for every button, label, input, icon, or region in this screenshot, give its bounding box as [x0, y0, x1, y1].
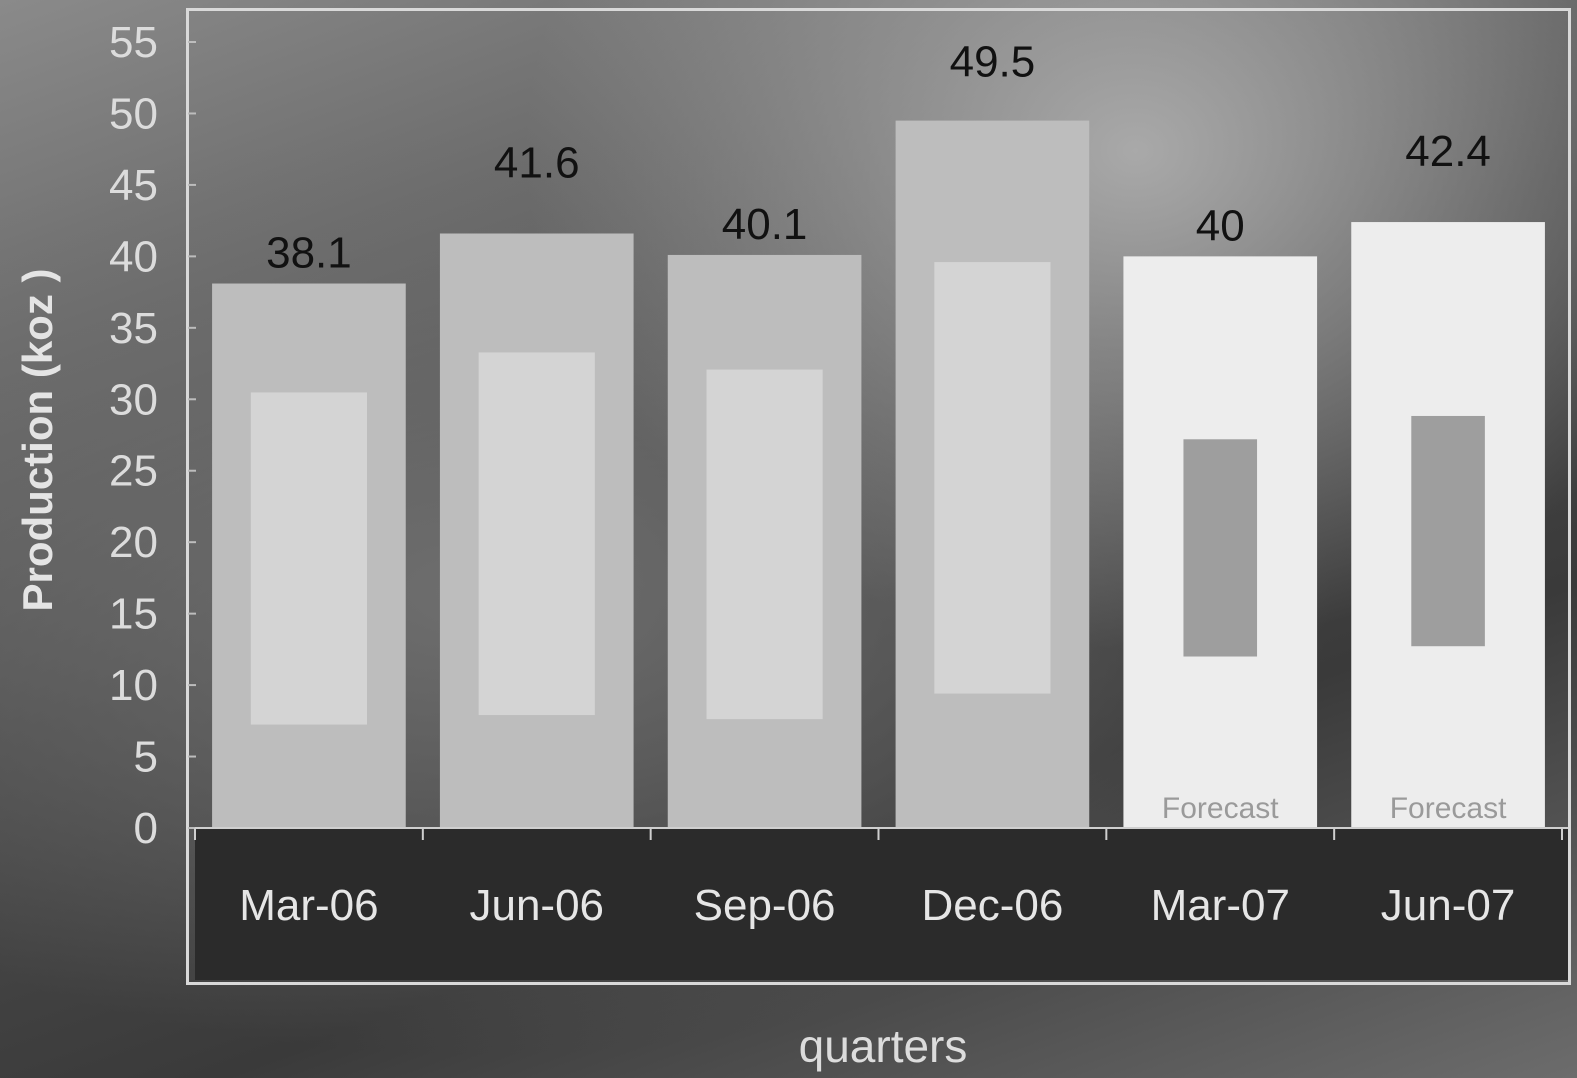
- y-axis-title: Production (koz ): [14, 269, 61, 612]
- bar-inner-panel: [706, 369, 823, 720]
- plot-frame: [186, 8, 1571, 985]
- y-tick-label: 30: [109, 375, 158, 424]
- x-tick-label: Sep-06: [694, 881, 836, 930]
- bar-inner-panel: [250, 392, 368, 725]
- y-axis-ticks: 0 5 10 15 20 25 30 35 40 45 50 55: [109, 18, 196, 853]
- bar-inner-panel: [1183, 439, 1258, 657]
- y-tick-label: 25: [109, 447, 158, 496]
- y-tick-label: 50: [109, 89, 158, 138]
- y-tick-label: 45: [109, 161, 158, 210]
- y-tick-label: 10: [109, 661, 158, 710]
- y-tick-label: 5: [134, 733, 158, 782]
- y-tick-label: 20: [109, 518, 158, 567]
- x-axis-title: quarters: [799, 1020, 968, 1072]
- forecast-label: Forecast: [1390, 792, 1507, 825]
- data-label: 41.6: [494, 138, 580, 187]
- data-label: 40.1: [722, 200, 808, 249]
- x-tick-label: Mar-06: [239, 881, 378, 930]
- x-axis-ticks: Mar-06 Jun-06 Sep-06 Dec-06 Mar-07 Jun-07: [194, 828, 1563, 930]
- x-axis-band: [195, 828, 1568, 980]
- y-tick-label: 35: [109, 304, 158, 353]
- data-label: 49.5: [950, 38, 1036, 87]
- data-label: 38.1: [266, 229, 352, 278]
- y-tick-label: 0: [134, 804, 158, 853]
- bars-group: 38.1 41.6 40.1 49.5 40 Forecast 42.4 Forecast: [212, 38, 1545, 829]
- bar-inner-panel: [934, 262, 1051, 694]
- bar-inner-panel: [1411, 415, 1485, 647]
- x-tick-label: Dec-06: [921, 881, 1063, 930]
- bar-inner-panel: [478, 352, 595, 716]
- x-tick-label: Jun-07: [1381, 881, 1516, 930]
- x-tick-label: Jun-06: [469, 881, 604, 930]
- x-tick-label: Mar-07: [1151, 881, 1290, 930]
- y-tick-label: 55: [109, 18, 158, 67]
- forecast-label: Forecast: [1162, 792, 1279, 825]
- data-label: 40: [1196, 201, 1245, 250]
- y-tick-label: 15: [109, 590, 158, 639]
- y-tick-label: 40: [109, 232, 158, 281]
- data-label: 42.4: [1405, 127, 1491, 176]
